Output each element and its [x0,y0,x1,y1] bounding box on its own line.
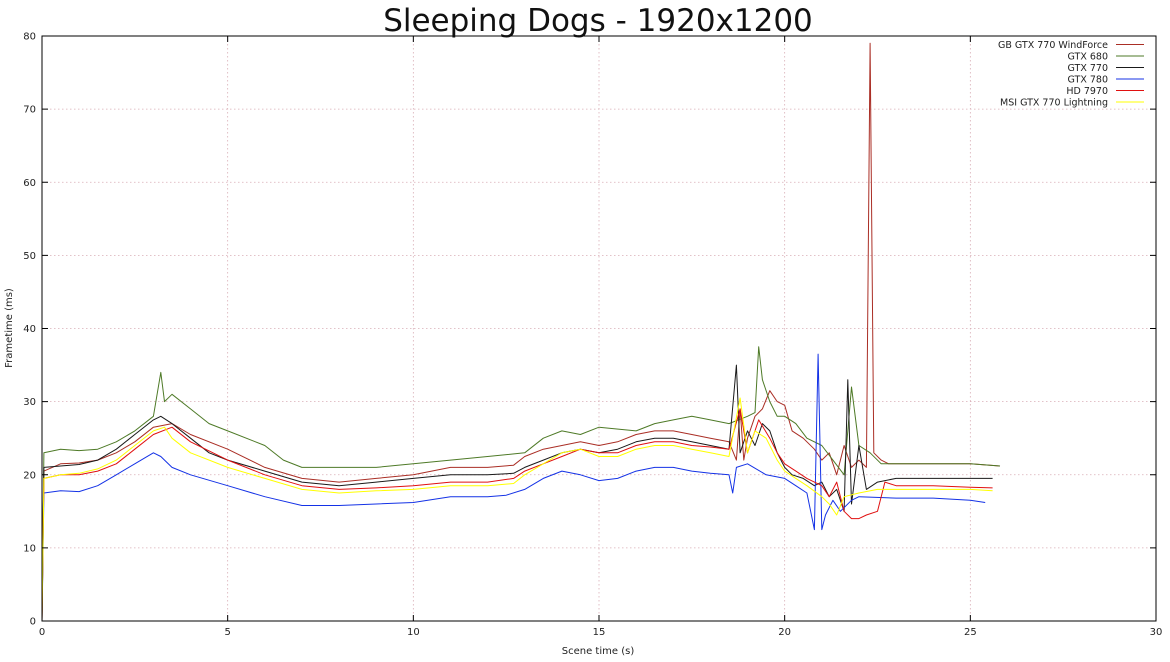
legend-label: GTX 680 [1068,52,1109,63]
series-line-4 [41,353,986,622]
y-tick-label: 80 [23,32,36,43]
y-tick-label: 50 [23,251,36,262]
x-tick-label: 15 [593,627,606,638]
legend-label: HD 7970 [1066,86,1108,97]
x-axis-label: Scene time (s) [562,646,635,657]
legend-label: GB GTX 770 WindForce [998,40,1108,51]
grid-layer [42,36,1156,621]
x-tick-label: 20 [778,627,791,638]
chart-title: Sleeping Dogs - 1920x1200 [383,3,813,39]
x-tick-label: 30 [1150,627,1163,638]
y-tick-label: 60 [23,178,36,189]
y-tick-label: 70 [23,105,36,116]
x-tick-label: 25 [964,627,977,638]
y-tick-label: 20 [23,470,36,481]
legend-label: GTX 770 [1068,63,1109,74]
x-tick-label: 0 [39,627,45,638]
series-layer [41,42,1001,622]
y-tick-label: 30 [23,397,36,408]
y-tick-label: 10 [23,543,36,554]
x-tick-label: 5 [224,627,230,638]
y-axis-label: Frametime (ms) [4,288,15,368]
series-line-1 [41,42,1001,622]
axes-layer: 0 5 10 15 20 25 30 0 10 20 30 40 50 60 70 80 [23,32,1162,639]
y-tick-label: 40 [23,324,36,335]
series-line-2 [41,346,1001,614]
y-tick-label: 0 [30,617,36,628]
legend-label: GTX 780 [1068,75,1109,86]
series-line-6 [41,397,993,622]
series-line-5 [41,408,993,622]
x-tick-label: 10 [407,627,420,638]
legend-label: MSI GTX 770 Lightning [1000,98,1108,109]
